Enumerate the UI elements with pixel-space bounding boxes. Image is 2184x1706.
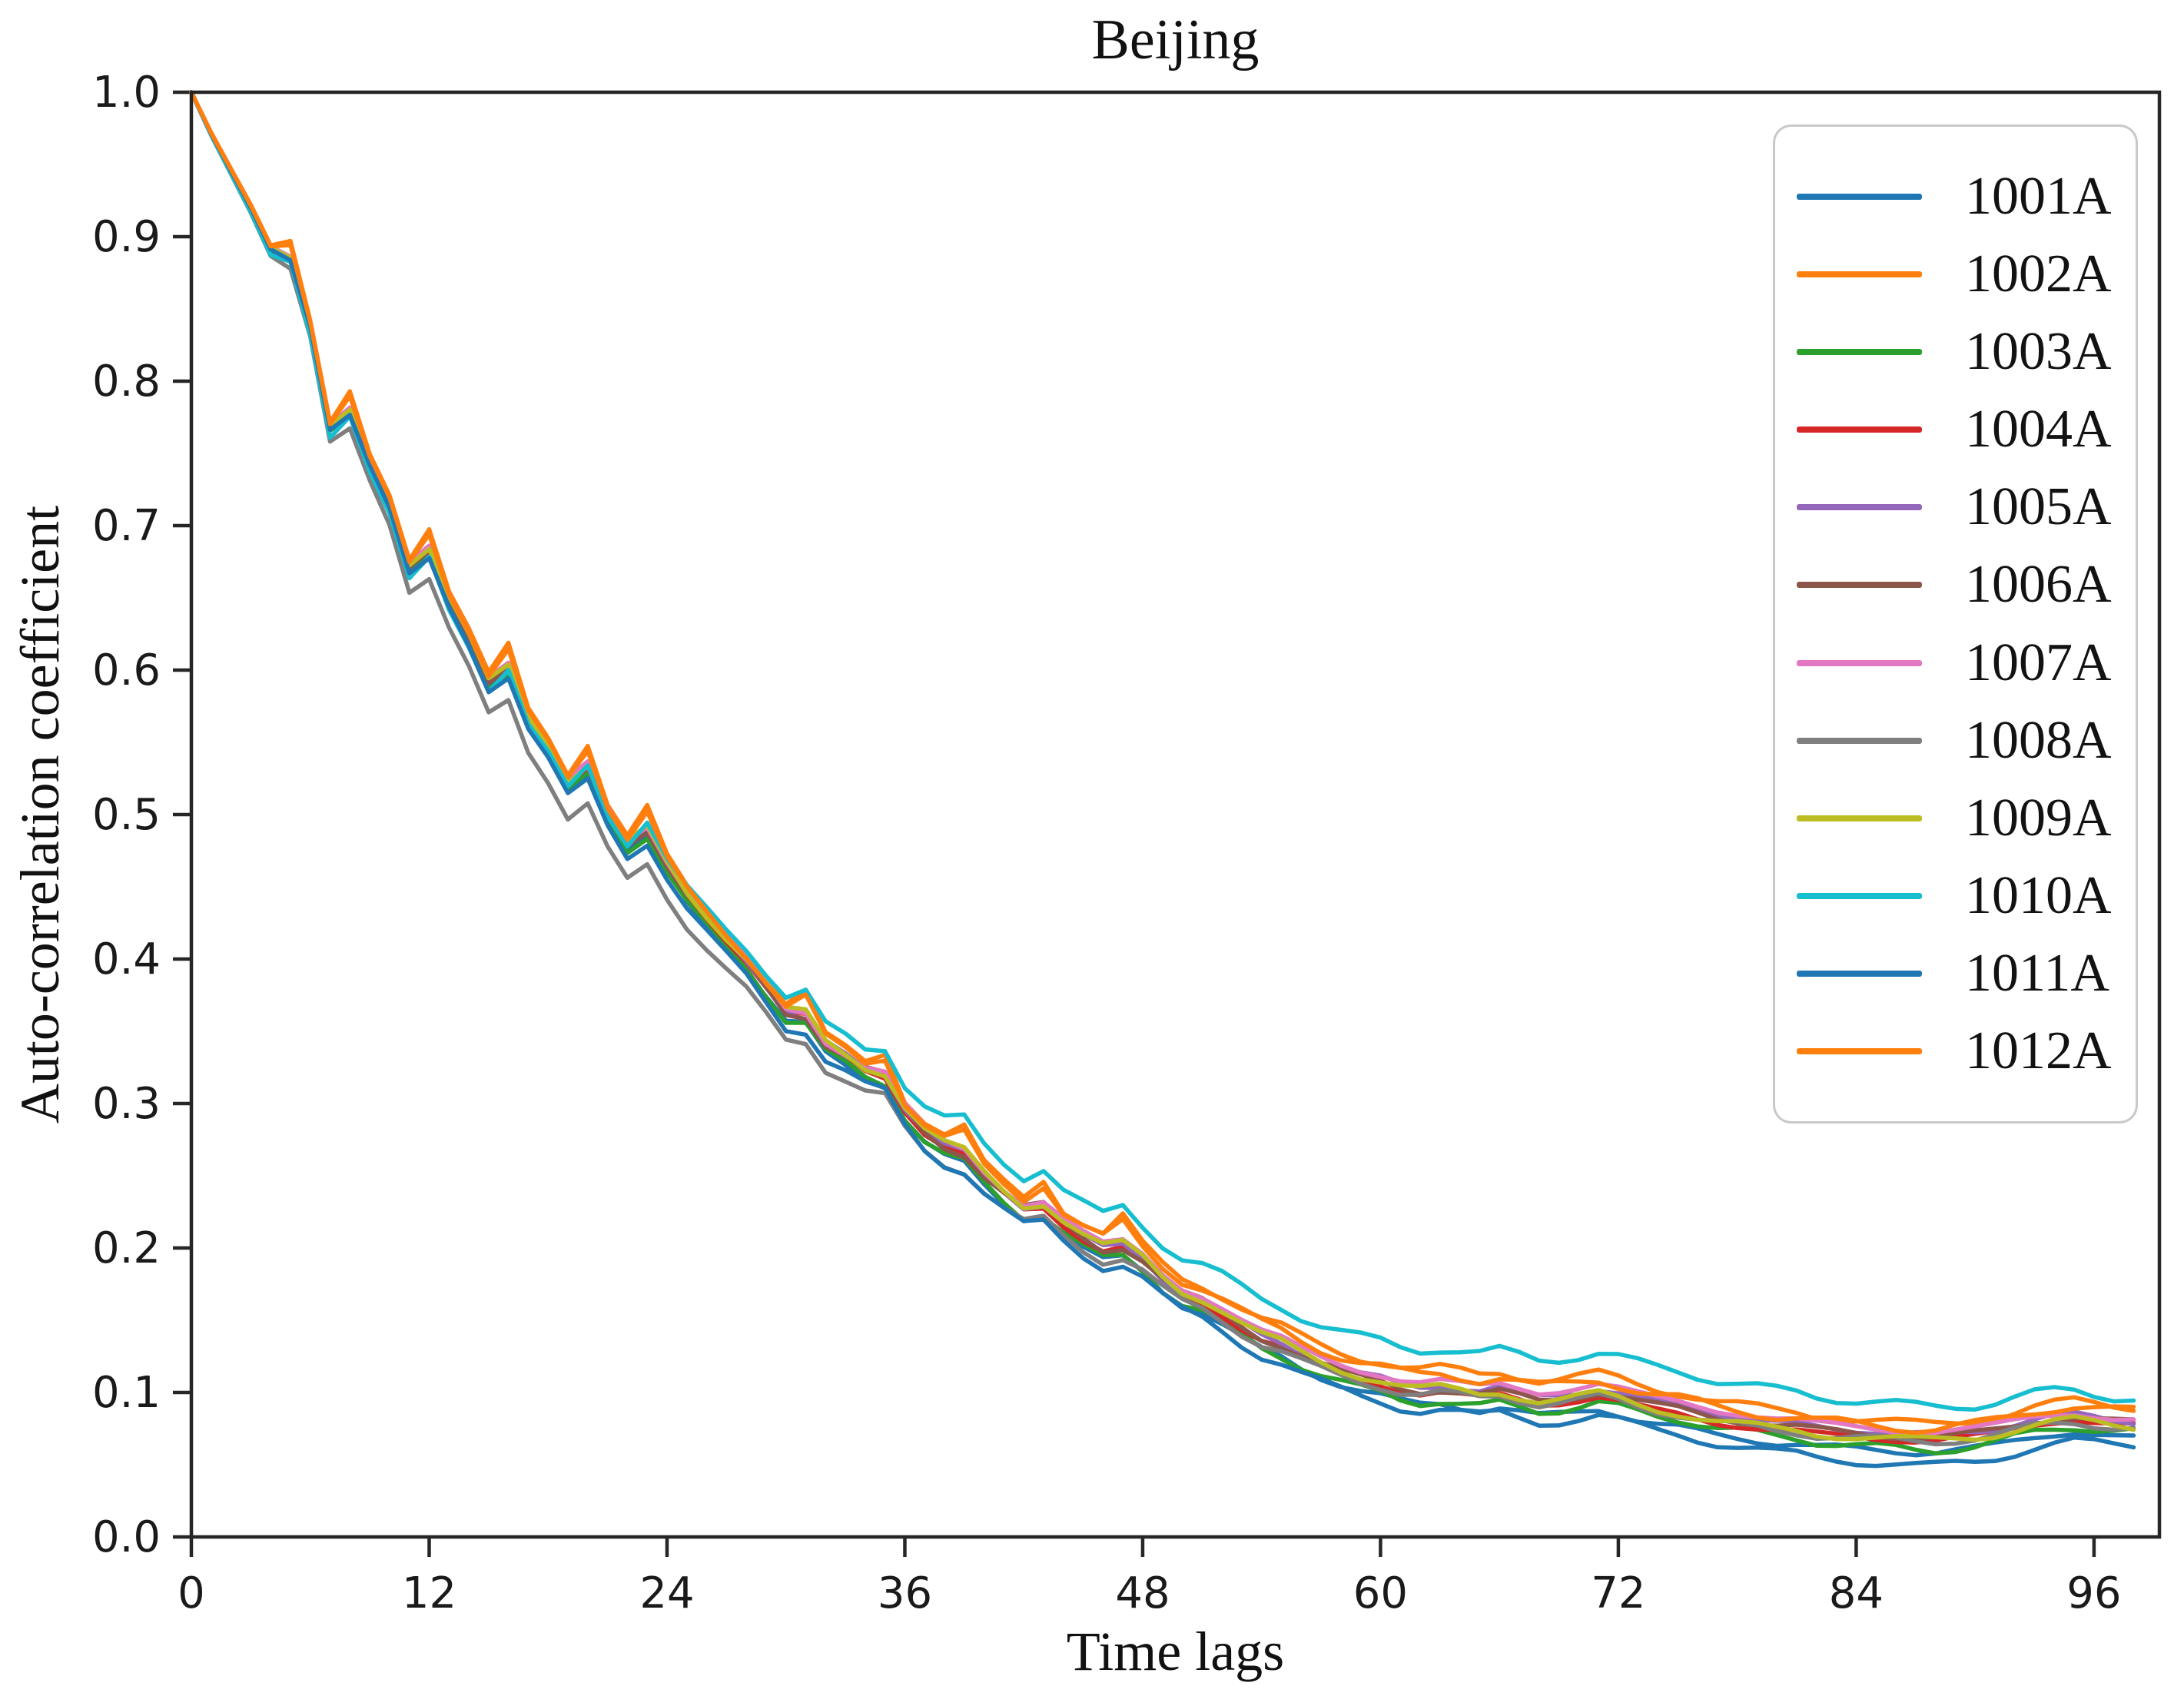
series-line-1008A (189, 90, 2136, 1447)
x-tick-label: 60 (1353, 1568, 1408, 1618)
y-tick-label: 0.7 (92, 501, 161, 551)
legend-label: 1007A (1965, 632, 2112, 692)
x-tick-label: 12 (402, 1568, 456, 1618)
y-axis-label: Auto-correlation coefficient (9, 505, 71, 1124)
legend-label: 1009A (1965, 788, 2112, 848)
legend-line-swatch (1797, 892, 1922, 899)
series-line-1012A (189, 90, 2136, 1435)
legend-entry-1009A: 1009A (1797, 788, 2128, 848)
legend: 1001A 1002A 1003A 1004A 1005A 1006A 1007A 1008A… (1773, 124, 2138, 1124)
legend-line-swatch (1797, 504, 1922, 511)
legend-entry-1006A: 1006A (1797, 558, 2128, 612)
legend-entry-1010A: 1010A (1797, 865, 2128, 925)
y-tick-label: 0.3 (92, 1079, 161, 1129)
legend-entry-1001A: 1001A (1797, 166, 2128, 226)
x-tick-label: 0 (178, 1568, 205, 1618)
legend-line-swatch (1797, 193, 1922, 200)
legend-label: 1005A (1965, 477, 2112, 537)
chart-title: Beijing (1091, 8, 1260, 71)
y-tick-label: 0.9 (92, 212, 161, 262)
series-line-1010A (189, 90, 2136, 1412)
y-tick-label: 0.2 (92, 1223, 161, 1273)
x-tick-label: 84 (1829, 1568, 1884, 1618)
legend-line-swatch (1797, 971, 1922, 977)
legend-line-swatch (1797, 271, 1922, 277)
legend-entry-1008A: 1008A (1797, 710, 2128, 770)
legend-entry-1004A: 1004A (1797, 403, 2128, 456)
x-tick-label: 36 (878, 1568, 932, 1618)
y-tick-label: 0.6 (92, 646, 161, 695)
plot-frame (189, 90, 2162, 1539)
legend-label: 1011A (1965, 944, 2109, 1004)
legend-entry-1012A: 1012A (1797, 1024, 2128, 1078)
y-tick-label: 0.0 (92, 1512, 161, 1562)
legend-label: 1004A (1965, 400, 2112, 460)
x-tick-label: 24 (639, 1568, 694, 1618)
y-tick-label: 0.1 (92, 1368, 161, 1418)
series-line-1009A (189, 90, 2136, 1442)
legend-entry-1011A: 1011A (1797, 947, 2128, 1001)
series-line-1011A (189, 90, 2136, 1469)
y-tick-label: 0.5 (92, 790, 161, 840)
legend-entry-1007A: 1007A (1797, 636, 2128, 690)
legend-label: 1006A (1965, 555, 2112, 615)
legend-line-swatch (1797, 426, 1922, 433)
legend-label: 1010A (1965, 865, 2112, 925)
legend-entry-1005A: 1005A (1797, 480, 2128, 534)
y-tick-label: 0.8 (92, 357, 161, 407)
legend-label: 1003A (1965, 321, 2112, 381)
legend-label: 1008A (1965, 710, 2112, 770)
y-tick-label: 1.0 (92, 68, 161, 118)
legend-label: 1002A (1965, 244, 2112, 304)
x-axis-label: Time lags (1066, 1621, 1285, 1682)
legend-line-swatch (1797, 659, 1922, 666)
legend-line-swatch (1797, 815, 1922, 821)
y-tick-label: 0.4 (92, 934, 161, 984)
legend-entry-1003A: 1003A (1797, 321, 2128, 381)
legend-line-swatch (1797, 582, 1922, 589)
x-tick-label: 48 (1115, 1568, 1170, 1618)
legend-label: 1001A (1965, 166, 2112, 226)
x-tick-label: 72 (1591, 1568, 1645, 1618)
x-tick-label: 96 (2066, 1568, 2121, 1618)
legend-line-swatch (1797, 348, 1922, 355)
legend-line-swatch (1797, 737, 1922, 744)
legend-line-swatch (1797, 1048, 1922, 1055)
legend-label: 1012A (1965, 1021, 2112, 1081)
legend-entry-1002A: 1002A (1797, 247, 2128, 301)
